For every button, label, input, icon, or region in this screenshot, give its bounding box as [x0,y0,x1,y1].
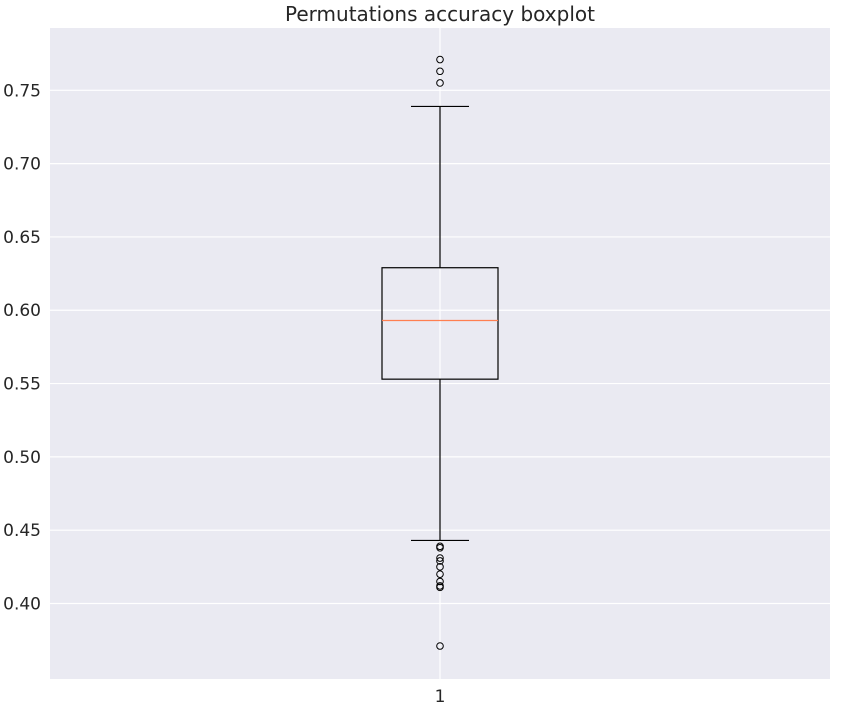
outlier-point [436,577,444,586]
outlier-point [436,570,444,578]
outlier-point [436,642,444,650]
outliers [436,55,444,650]
y-tick-label: 0.55 [3,375,41,395]
outlier-point [436,557,444,565]
y-tick-label: 0.60 [3,301,41,321]
box-group [381,105,499,542]
outlier-point [436,583,444,592]
outlier-point [436,563,444,571]
y-tick-label: 0.65 [3,228,41,248]
outlier-point [436,55,444,64]
outlier-point [436,67,444,76]
y-tick-label: 0.75 [3,81,41,101]
outlier-point [436,554,444,562]
y-tick-label: 0.50 [3,448,41,468]
y-tick-label: 0.45 [3,521,41,541]
y-tick-label: 0.40 [3,594,41,614]
x-tick-label: 1 [435,687,446,707]
x-axis: 1 [435,687,446,707]
iqr-box [381,267,499,380]
y-tick-label: 0.70 [3,155,41,175]
y-axis: 0.40 0.45 0.50 0.55 0.60 0.65 0.70 0.75 [3,81,41,614]
outlier-point [436,79,444,87]
outlier-point [436,543,444,552]
chart-title: Permutations accuracy boxplot [285,2,595,26]
